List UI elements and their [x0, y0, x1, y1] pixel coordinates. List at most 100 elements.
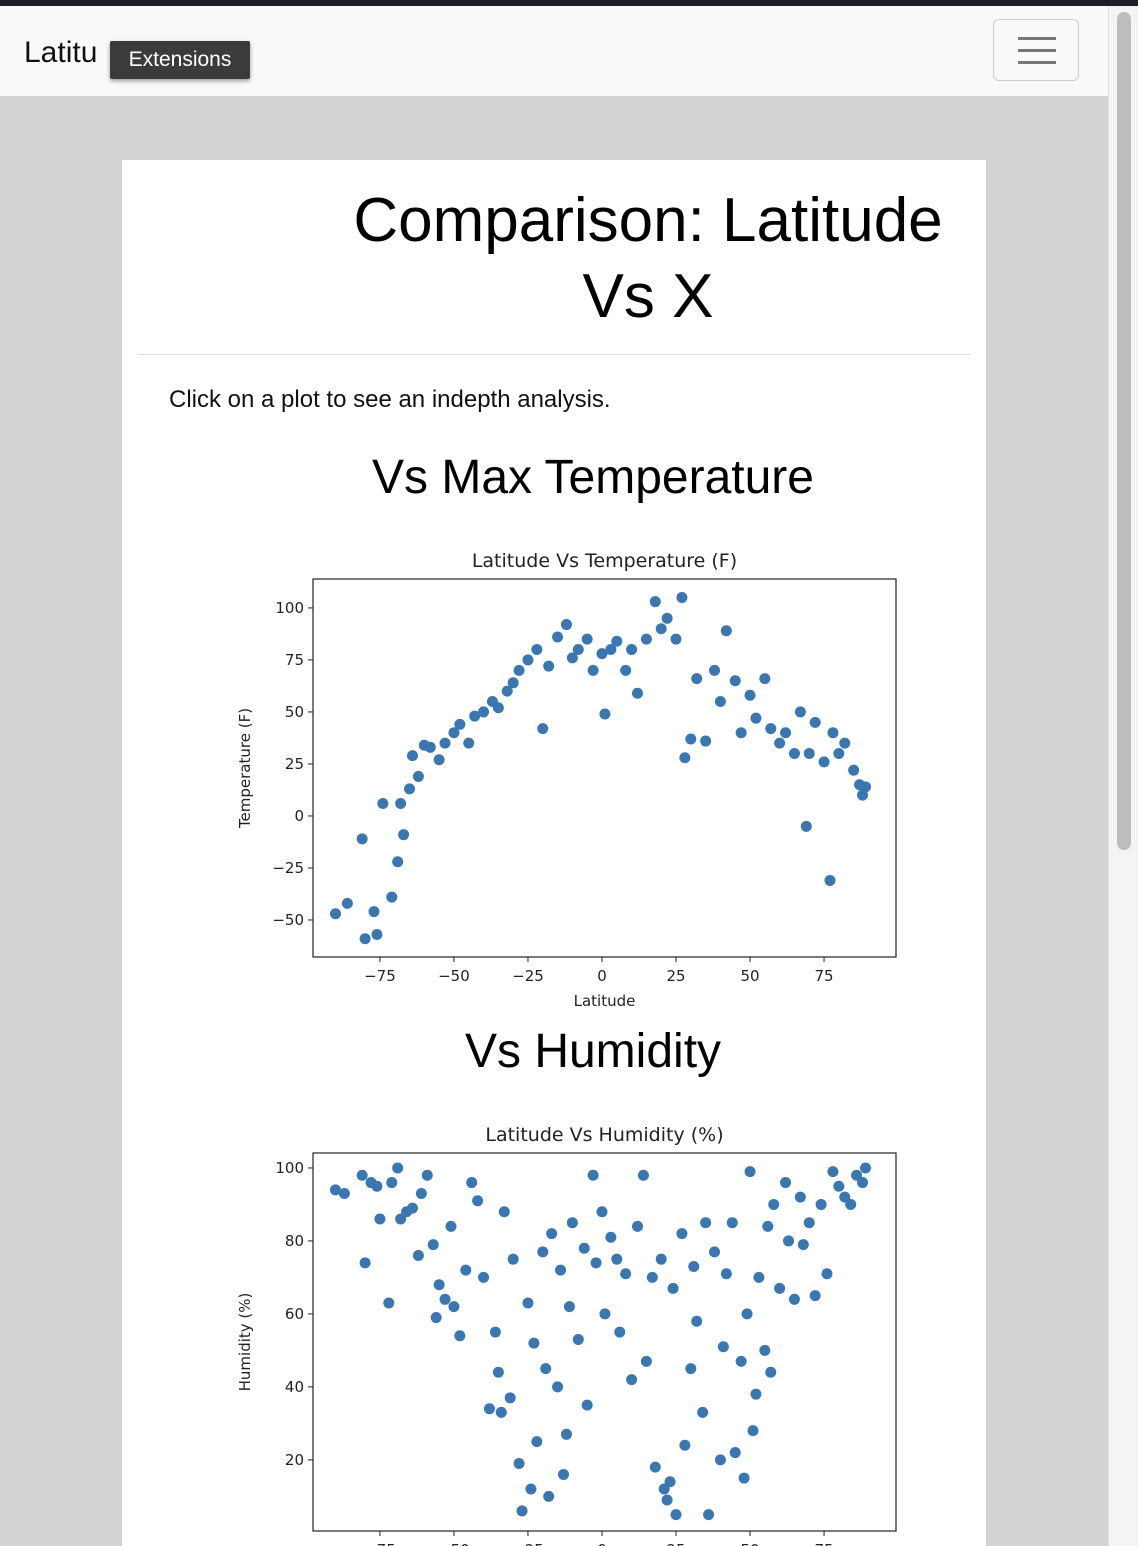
point — [531, 644, 543, 656]
point — [463, 737, 475, 749]
point — [406, 1202, 418, 1214]
x-tick-label: 0 — [597, 967, 607, 985]
point — [448, 727, 460, 739]
chart-title: Latitude Vs Temperature (F) — [472, 550, 737, 572]
point — [540, 1363, 552, 1375]
point — [386, 891, 398, 903]
point — [774, 737, 786, 749]
point — [489, 1326, 501, 1338]
point — [599, 708, 611, 720]
point — [738, 1472, 750, 1484]
x-tick-label: 25 — [666, 1541, 685, 1546]
point — [744, 689, 756, 701]
point — [543, 1490, 555, 1502]
x-tick-label: 75 — [815, 1541, 834, 1546]
point — [330, 908, 342, 920]
point — [809, 1290, 821, 1302]
scroll-thumb[interactable] — [1117, 12, 1131, 850]
page-title: Comparison: Latitude Vs X — [353, 186, 943, 331]
point — [860, 781, 872, 793]
point — [415, 1188, 427, 1199]
point — [632, 1220, 644, 1232]
point — [788, 1293, 800, 1305]
point — [566, 652, 578, 664]
y-tick-label: 60 — [285, 1305, 304, 1323]
y-tick-label: −50 — [272, 911, 304, 929]
section-heading: Vs Max Temperature — [372, 451, 814, 504]
point — [780, 1177, 792, 1189]
point — [472, 1195, 484, 1207]
point — [528, 1337, 540, 1349]
point — [543, 660, 555, 672]
point — [439, 737, 451, 749]
point — [765, 723, 777, 735]
y-tick-label: 40 — [285, 1378, 304, 1396]
point — [596, 648, 608, 660]
point — [794, 1191, 806, 1203]
point — [516, 1505, 528, 1517]
point — [504, 1392, 516, 1404]
x-tick-label: 50 — [740, 967, 759, 985]
brand[interactable]: Latitu — [24, 36, 98, 69]
point — [762, 1220, 774, 1232]
point — [620, 664, 632, 676]
y-tick-label: 80 — [285, 1232, 304, 1250]
point — [537, 1246, 549, 1258]
point — [483, 1403, 495, 1415]
point — [670, 633, 682, 645]
point — [714, 1454, 726, 1466]
x-tick-label: 50 — [740, 1541, 759, 1546]
point — [478, 1271, 490, 1283]
point — [590, 1257, 602, 1269]
point — [454, 718, 466, 730]
point — [572, 644, 584, 656]
point — [800, 820, 812, 832]
point — [827, 1166, 839, 1178]
point — [392, 1162, 404, 1174]
point — [525, 1483, 537, 1495]
point — [537, 723, 549, 735]
point — [632, 687, 644, 699]
point — [640, 633, 652, 645]
point — [563, 1301, 575, 1313]
point — [427, 1239, 439, 1251]
point — [803, 748, 815, 760]
scrollbar[interactable] — [1108, 6, 1138, 1546]
point — [664, 1476, 676, 1488]
chart[interactable]: Latitude Vs Humidity (%) Humidity (%) 20 40… — [200, 1114, 920, 1546]
point — [330, 1184, 342, 1196]
y-tick-label: 100 — [275, 1159, 304, 1177]
point — [661, 1494, 673, 1506]
x-tick-label: −25 — [512, 967, 544, 985]
point — [599, 1308, 611, 1320]
point — [640, 1355, 652, 1367]
section-heading: Vs Humidity — [464, 1025, 722, 1078]
y-tick-label: 100 — [275, 599, 304, 617]
point — [649, 1461, 661, 1473]
point — [839, 737, 851, 749]
point — [513, 1458, 525, 1469]
point — [555, 1264, 567, 1276]
point — [679, 1439, 691, 1451]
menu-button[interactable] — [993, 19, 1079, 81]
point — [596, 1206, 608, 1218]
point — [406, 750, 418, 762]
point — [386, 1177, 398, 1189]
point — [658, 1483, 670, 1495]
x-tick-label: −75 — [364, 967, 396, 985]
point — [833, 1180, 845, 1192]
point — [433, 754, 445, 766]
point — [759, 673, 771, 685]
point — [341, 897, 353, 909]
point — [581, 633, 593, 645]
y-tick-label: 75 — [285, 651, 304, 669]
point — [691, 673, 703, 685]
point — [404, 783, 416, 795]
point — [445, 1220, 457, 1232]
point — [676, 1228, 688, 1240]
chart[interactable]: Latitude Vs Temperature (F) Temperature (… — [200, 540, 920, 1020]
point — [655, 623, 667, 635]
point — [552, 1381, 564, 1393]
point — [774, 1282, 786, 1294]
point — [433, 1279, 445, 1291]
